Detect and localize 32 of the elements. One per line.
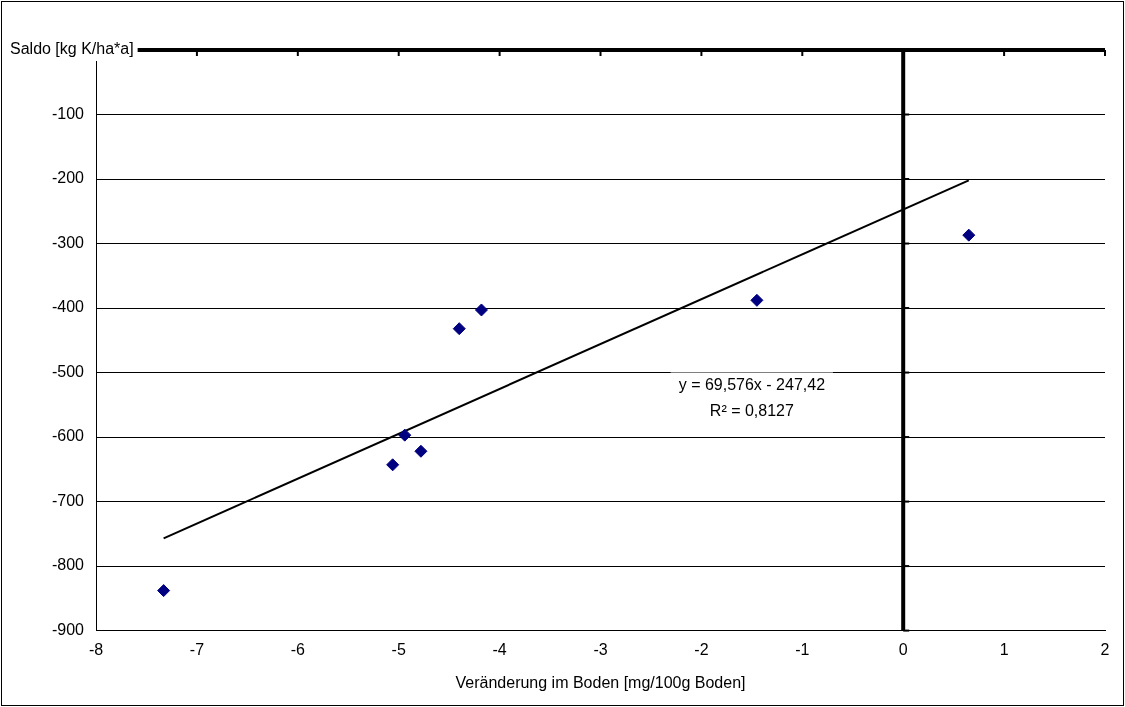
point <box>452 322 466 336</box>
x-tick-label: -2 <box>694 640 709 658</box>
y-tick-label: -800 <box>51 556 85 574</box>
point <box>414 444 428 458</box>
y-tick-label: -900 <box>51 621 85 639</box>
x-tick-label: 0 <box>898 640 908 658</box>
x-tick-label: -5 <box>391 640 406 658</box>
y-axis-title: Saldo [kg K/ha*a] <box>10 40 134 58</box>
annotation: R² = 0,8127 <box>709 401 794 419</box>
y-tick-label: -200 <box>51 169 85 187</box>
y-tick-label: -600 <box>51 427 85 445</box>
x-tick-label: -3 <box>593 640 608 658</box>
annotation: y = 69,576x - 247,42 <box>678 375 826 393</box>
point <box>157 584 171 598</box>
point <box>386 458 400 472</box>
x-tick-label: -7 <box>189 640 205 658</box>
y-tick-label: -100 <box>51 104 85 122</box>
point <box>474 303 488 317</box>
x-tick-label: -1 <box>795 640 810 658</box>
y-tick-label: -300 <box>51 233 85 251</box>
y-tick-label: -400 <box>51 298 85 316</box>
point <box>398 428 412 442</box>
x-tick-label: -8 <box>88 640 104 658</box>
x-tick-label: -4 <box>492 640 507 658</box>
point <box>750 293 764 307</box>
y-tick-label: -500 <box>51 362 85 380</box>
point <box>962 228 976 242</box>
x-tick-label: 1 <box>999 640 1009 658</box>
y-tick-label: -700 <box>51 491 85 509</box>
x-axis-title: Veränderung im Boden [mg/100g Boden] <box>455 673 746 691</box>
x-tick-label: 2 <box>1100 640 1110 658</box>
x-tick-label: -6 <box>290 640 306 658</box>
